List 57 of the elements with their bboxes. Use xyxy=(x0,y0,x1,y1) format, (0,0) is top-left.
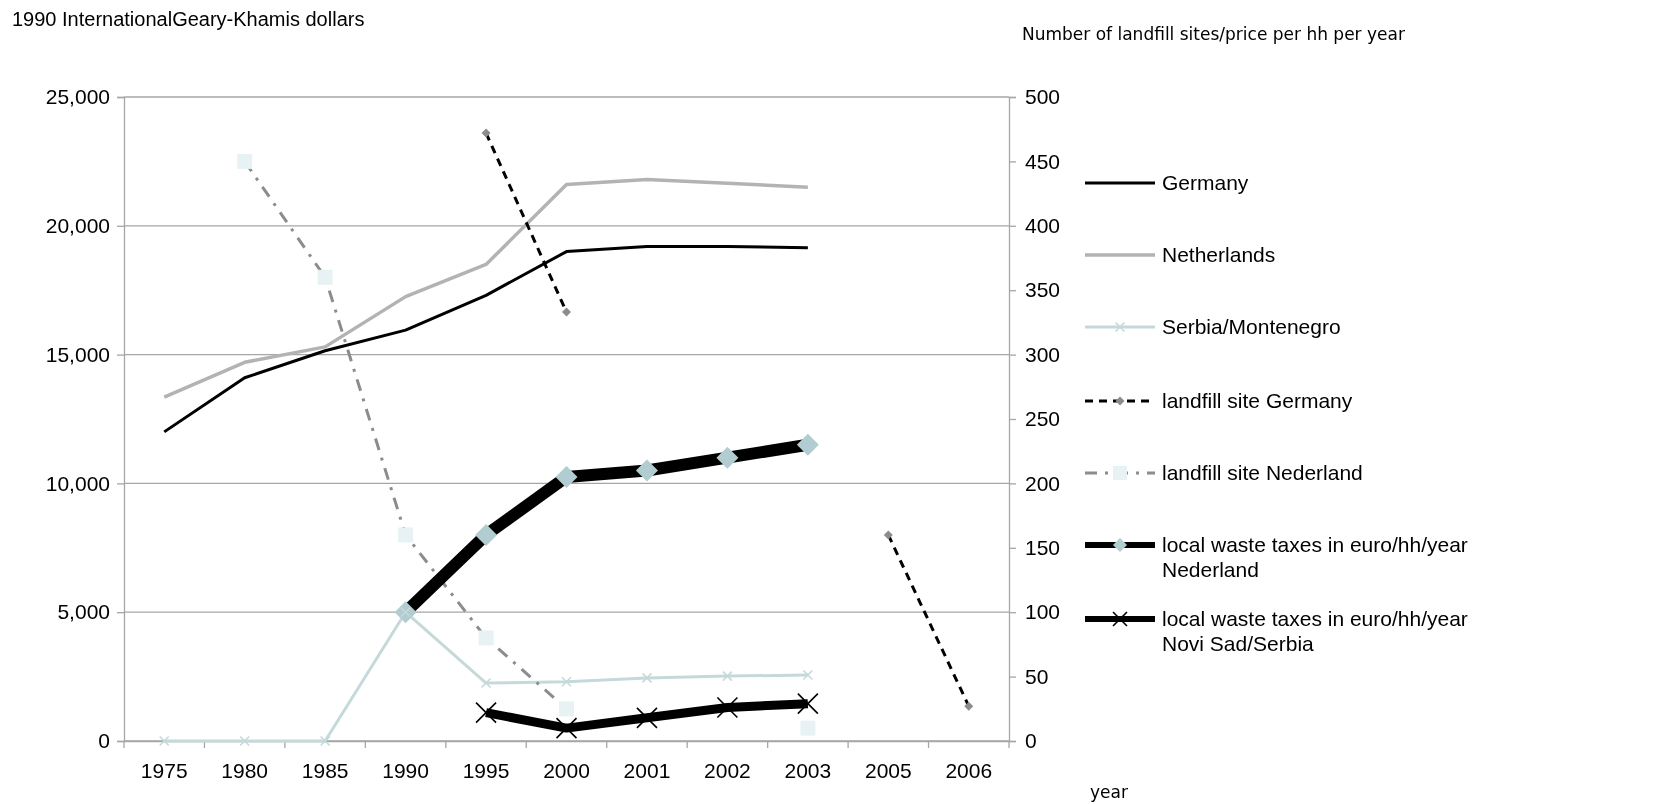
point xyxy=(237,153,253,169)
point xyxy=(636,707,658,729)
x-tick-label: 2001 xyxy=(623,758,671,782)
y2-tick-label: 500 xyxy=(1025,85,1061,109)
point xyxy=(317,269,333,285)
x-tick-label: 2003 xyxy=(784,758,832,782)
x-tick-label: 2005 xyxy=(864,758,912,782)
line-series xyxy=(162,177,810,399)
legend-label: Netherlands xyxy=(1162,243,1276,266)
legend-label: local waste taxes in euro/hh/year Novi Sad/Serbia xyxy=(1162,607,1468,655)
y-axis-title: 1990 InternationalGeary-Khamis dollars xyxy=(12,8,365,30)
y2-tick-label: 350 xyxy=(1025,278,1061,302)
y-tick-label: 10,000 xyxy=(45,471,110,495)
legend-label: local waste taxes in euro/hh/year Nederland xyxy=(1162,533,1468,581)
point xyxy=(475,701,497,724)
x-tick-label: 1995 xyxy=(462,758,510,782)
x-tick-label: 2002 xyxy=(704,758,751,782)
x-tick-label: 2000 xyxy=(543,758,590,782)
y2-tick-label: 400 xyxy=(1025,214,1061,238)
legend-label: Serbia/Montenegro xyxy=(1162,315,1341,338)
legend-label: landfill site Nederland xyxy=(1162,461,1363,484)
legend-label: landfill site Germany xyxy=(1162,389,1353,412)
x-tick-label: 1990 xyxy=(382,758,429,782)
x-axis-title: year xyxy=(1090,782,1128,802)
y-tick-label: 25,000 xyxy=(45,85,110,109)
point xyxy=(158,735,170,747)
y2-tick-label: 0 xyxy=(1025,729,1037,753)
y2-tick-label: 300 xyxy=(1025,342,1061,366)
point xyxy=(797,692,819,715)
point xyxy=(802,669,814,681)
y2-tick-label: 150 xyxy=(1025,536,1061,560)
point xyxy=(239,735,250,747)
x-tick-label: 1980 xyxy=(221,758,269,782)
y-tick-label: 20,000 xyxy=(45,214,110,238)
y2-tick-label: 200 xyxy=(1025,471,1061,495)
point xyxy=(555,717,578,739)
point xyxy=(398,527,414,543)
y-tick-label: 0 xyxy=(98,729,110,753)
legend-label: Germany xyxy=(1162,171,1249,194)
y2-tick-label: 50 xyxy=(1025,664,1049,688)
point xyxy=(641,672,653,684)
point xyxy=(722,670,733,682)
x-tick-label: 1985 xyxy=(301,758,349,782)
point xyxy=(478,630,494,646)
point xyxy=(319,735,331,747)
y2-tick-label: 100 xyxy=(1025,600,1061,624)
x-tick-label: 2006 xyxy=(945,758,993,782)
y-tick-label: 5,000 xyxy=(57,600,110,624)
point xyxy=(561,676,572,688)
point xyxy=(559,701,574,717)
y2-tick-label: 450 xyxy=(1025,149,1061,173)
y-tick-label: 15,000 xyxy=(45,342,110,366)
x-tick-label: 1975 xyxy=(140,758,188,782)
point xyxy=(480,677,492,689)
y2-tick-label: 250 xyxy=(1025,407,1061,431)
point xyxy=(716,696,739,719)
y2-axis-title: Number of landfill sites/price per hh per year xyxy=(1022,24,1405,44)
